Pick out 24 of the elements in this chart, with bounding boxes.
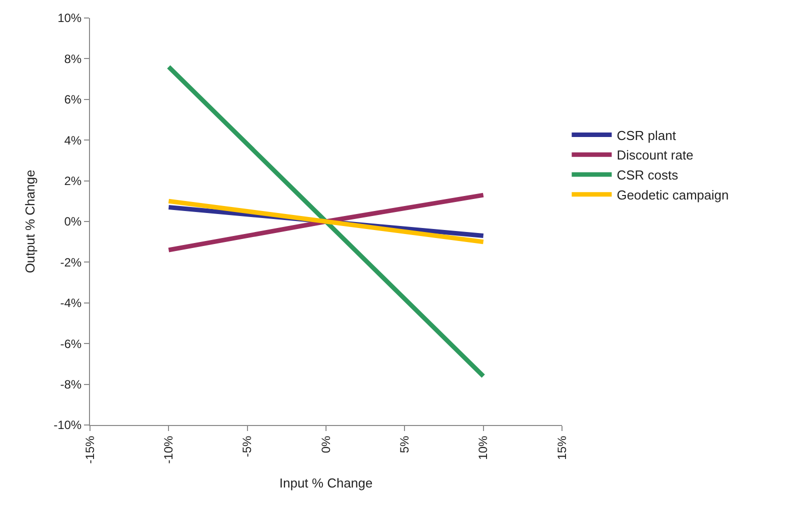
- x-tick-label: 15%: [554, 435, 569, 460]
- y-tick-label: 8%: [64, 52, 82, 66]
- y-tick-label: -4%: [60, 296, 82, 310]
- x-tick-label: 5%: [398, 435, 412, 454]
- y-tick-label: 4%: [64, 133, 82, 148]
- legend-label: Discount rate: [616, 148, 694, 163]
- legend-label: CSR plant: [616, 128, 676, 143]
- x-tick-label: -5%: [240, 435, 254, 458]
- y-tick-label: 10%: [58, 11, 82, 26]
- y-tick-label: -10%: [54, 418, 82, 432]
- y-tick-label: 0%: [64, 214, 82, 229]
- y-axis-title: Output % Change: [22, 170, 38, 274]
- x-tick-label: 10%: [476, 435, 490, 460]
- x-tick-label: -15%: [82, 435, 97, 464]
- x-tick-label: -10%: [162, 435, 176, 464]
- y-tick-label: 2%: [64, 174, 82, 188]
- legend-label: CSR costs: [616, 168, 679, 183]
- x-axis-title: Input % Change: [279, 475, 373, 490]
- legend-label: Geodetic campaign: [616, 187, 729, 202]
- x-tick-label: 0%: [318, 435, 333, 454]
- y-tick-label: -8%: [60, 378, 82, 392]
- y-tick-label: -6%: [60, 336, 82, 351]
- y-tick-label: 6%: [64, 92, 82, 107]
- y-tick-label: -2%: [60, 255, 82, 270]
